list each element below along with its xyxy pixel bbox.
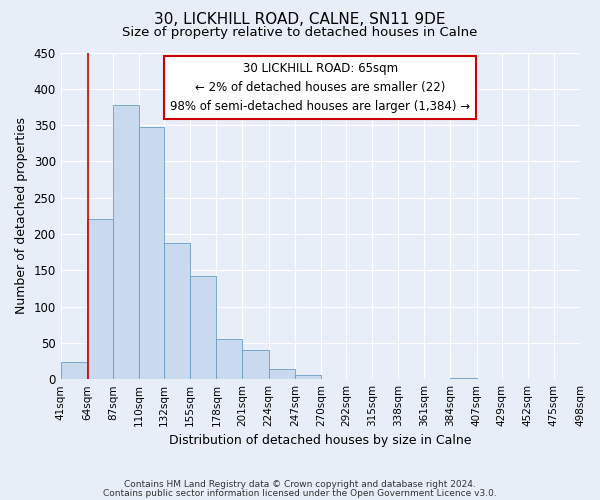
Text: 30, LICKHILL ROAD, CALNE, SN11 9DE: 30, LICKHILL ROAD, CALNE, SN11 9DE xyxy=(154,12,446,28)
Bar xyxy=(87,220,113,379)
X-axis label: Distribution of detached houses by size in Calne: Distribution of detached houses by size … xyxy=(169,434,472,448)
Text: Contains public sector information licensed under the Open Government Licence v3: Contains public sector information licen… xyxy=(103,488,497,498)
Bar xyxy=(269,369,295,379)
Bar xyxy=(164,242,190,379)
Text: Contains HM Land Registry data © Crown copyright and database right 2024.: Contains HM Land Registry data © Crown c… xyxy=(124,480,476,489)
Text: 30 LICKHILL ROAD: 65sqm
← 2% of detached houses are smaller (22)
98% of semi-det: 30 LICKHILL ROAD: 65sqm ← 2% of detached… xyxy=(170,62,470,114)
Bar xyxy=(190,276,217,379)
Bar xyxy=(217,340,242,379)
Bar xyxy=(242,350,269,379)
Bar xyxy=(61,362,87,379)
Bar xyxy=(295,375,321,379)
Text: Size of property relative to detached houses in Calne: Size of property relative to detached ho… xyxy=(122,26,478,39)
Bar xyxy=(113,105,139,379)
Y-axis label: Number of detached properties: Number of detached properties xyxy=(15,118,28,314)
Bar xyxy=(139,126,164,379)
Bar xyxy=(451,378,476,379)
